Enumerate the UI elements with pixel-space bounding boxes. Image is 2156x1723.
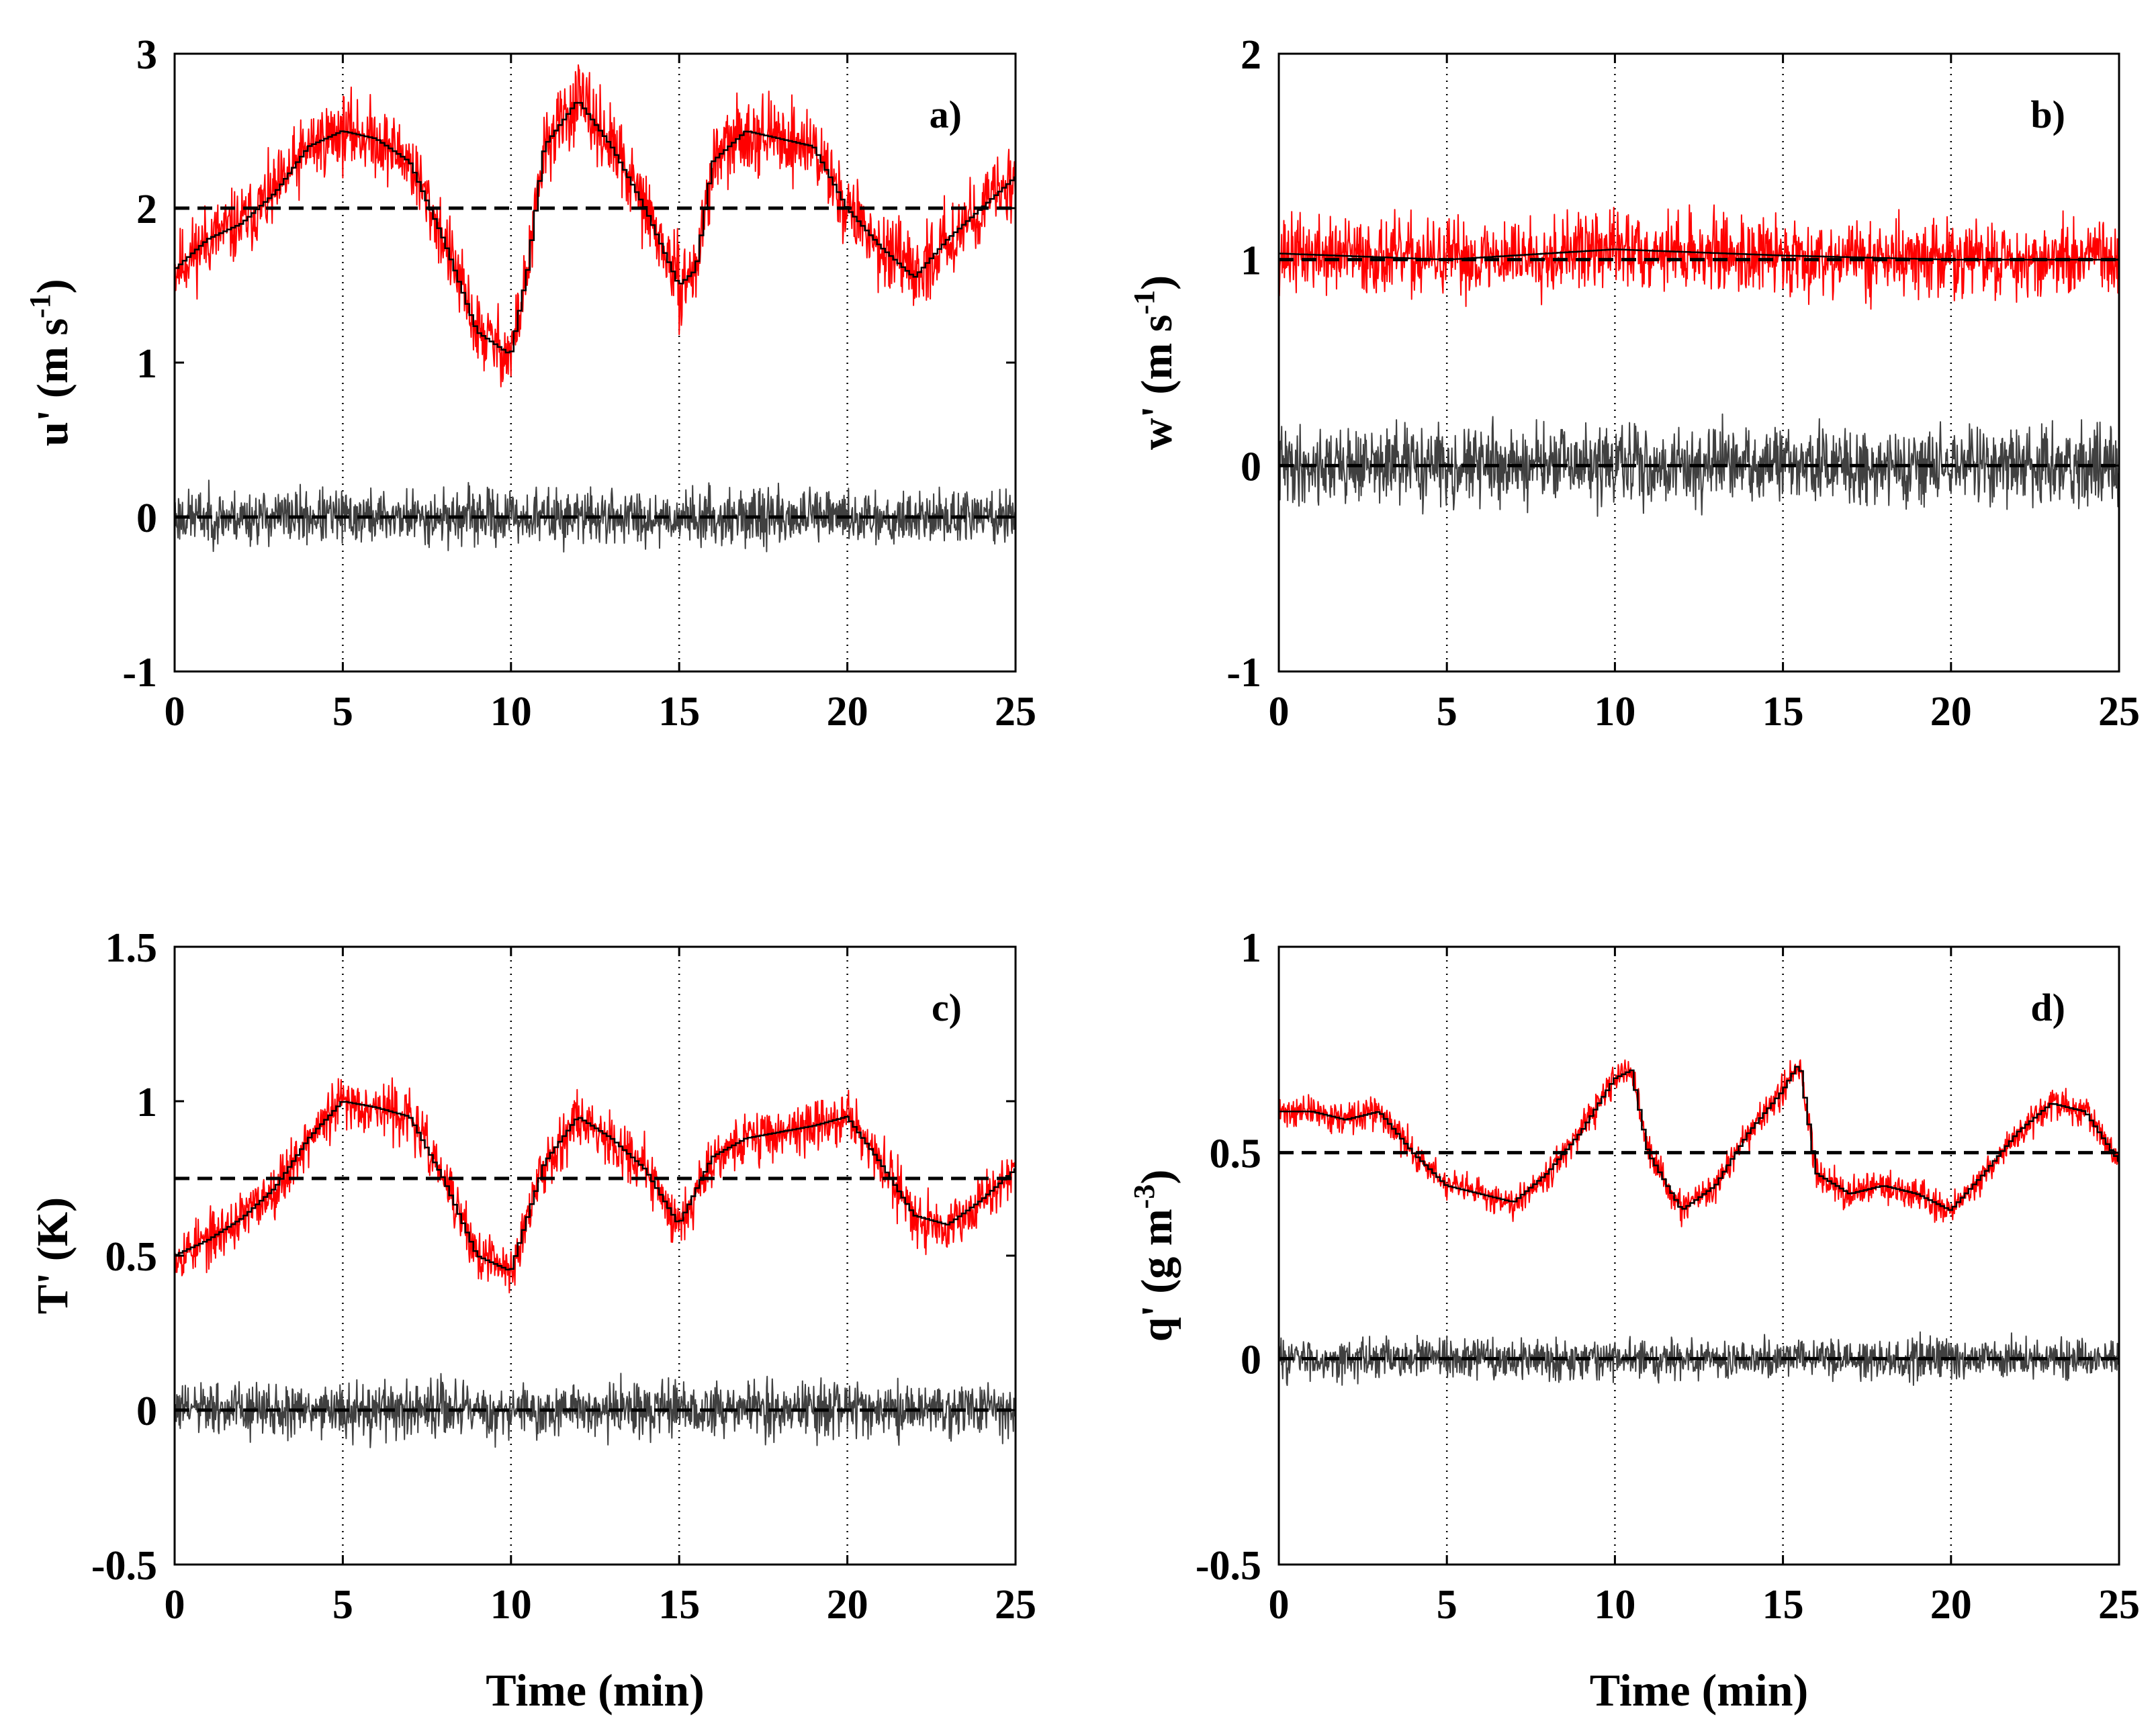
x-tick-label: 25	[2098, 689, 2140, 735]
x-tick-label: 10	[490, 1582, 532, 1628]
y-tick-label: 2	[1241, 32, 1261, 78]
y-axis-label-main: T' (K)	[28, 1197, 77, 1314]
x-tick-label: 5	[1437, 1582, 1457, 1628]
panel-tag: b)	[2030, 93, 2065, 136]
series-running-mean	[175, 101, 1016, 354]
y-tick-label: 0	[1241, 444, 1261, 490]
y-tick-label: 0.5	[1210, 1131, 1262, 1177]
y-axis-label: w' (m s-1)	[1128, 275, 1181, 450]
x-tick-label: 10	[490, 689, 532, 735]
y-axis-label-close: )	[1132, 1170, 1181, 1184]
x-tick-label: 5	[332, 1582, 353, 1628]
y-axis-label-sup: -1	[1128, 290, 1161, 315]
plot-frame	[1277, 945, 2120, 1566]
y-tick-label: 0	[136, 1389, 157, 1434]
panel-c: 0 5 10 15 20 25-0.500.511.5c)T' (K)Time (min)	[28, 925, 1036, 1716]
series-running-mean	[1279, 1066, 2119, 1211]
series-raw-signal	[174, 64, 1016, 387]
y-axis-label-sup: -1	[24, 293, 56, 318]
series-residual	[1278, 413, 2120, 517]
series-residual	[1278, 1331, 2120, 1387]
y-axis-label-close: )	[1132, 275, 1181, 290]
x-tick-label: 10	[1594, 1582, 1635, 1628]
y-tick-label: 0	[136, 496, 157, 541]
y-axis-label: u' (m s-1)	[24, 279, 77, 446]
x-tick-label: 15	[658, 1582, 700, 1628]
x-tick-label: 0	[1269, 1582, 1290, 1628]
x-tick-label: 25	[995, 1582, 1036, 1628]
y-axis-label: q' (g m-3)	[1128, 1170, 1181, 1342]
x-tick-label: 20	[827, 1582, 868, 1628]
y-axis-label: T' (K)	[28, 1197, 77, 1314]
x-axis-title: Time (min)	[1590, 1665, 1809, 1716]
y-tick-label: 1	[136, 341, 157, 387]
y-tick-label: 3	[136, 32, 157, 78]
y-axis-label-sup: -3	[1128, 1184, 1161, 1209]
y-tick-label: -0.5	[91, 1543, 157, 1589]
y-axis-label-close: )	[28, 279, 77, 293]
x-tick-label: 25	[995, 689, 1036, 735]
series-raw-signal	[1278, 204, 2120, 310]
x-tick-label: 20	[827, 689, 868, 735]
x-tick-label: 5	[1437, 689, 1457, 735]
x-tick-label: 0	[1269, 689, 1290, 735]
plot-frame	[173, 945, 1017, 1566]
x-tick-label: 20	[1930, 689, 1972, 735]
series-residual	[174, 1372, 1016, 1448]
x-tick-label: 15	[1762, 1582, 1804, 1628]
y-tick-label: -0.5	[1196, 1543, 1261, 1589]
y-tick-label: -1	[122, 650, 157, 696]
plot-frame	[1277, 52, 2120, 673]
y-tick-label: 1	[136, 1080, 157, 1125]
y-tick-label: 0	[1241, 1337, 1261, 1383]
x-tick-label: 25	[2098, 1582, 2140, 1628]
y-axis-label-main: u' (m s	[28, 318, 77, 447]
series-residual	[174, 479, 1016, 553]
y-tick-label: -1	[1226, 650, 1261, 696]
x-tick-label: 15	[1762, 689, 1804, 735]
x-tick-label: 0	[165, 1582, 185, 1628]
y-tick-label: 1.5	[105, 925, 158, 971]
x-axis-title: Time (min)	[486, 1665, 705, 1716]
series-raw-signal	[1278, 1059, 2120, 1227]
x-tick-label: 15	[658, 689, 700, 735]
x-tick-label: 5	[332, 689, 353, 735]
y-tick-label: 2	[136, 187, 157, 232]
panel-tag: d)	[2030, 986, 2065, 1029]
y-axis-label-main: w' (m s	[1132, 314, 1181, 450]
y-tick-label: 0.5	[105, 1234, 158, 1280]
y-tick-label: 1	[1241, 238, 1261, 284]
x-tick-label: 10	[1594, 689, 1635, 735]
y-axis-label-main: q' (g m	[1132, 1209, 1181, 1342]
panel-d: 0 5 10 15 20 25-0.500.51d)q' (g m-3)Time (min…	[1128, 925, 2140, 1716]
y-tick-label: 1	[1241, 925, 1261, 971]
series-raw-signal	[174, 1077, 1016, 1294]
x-tick-label: 20	[1930, 1582, 1972, 1628]
x-tick-label: 0	[165, 689, 185, 735]
panel-tag: c)	[932, 986, 962, 1029]
series-running-mean	[175, 1101, 1016, 1270]
panel-tag: a)	[930, 93, 962, 136]
